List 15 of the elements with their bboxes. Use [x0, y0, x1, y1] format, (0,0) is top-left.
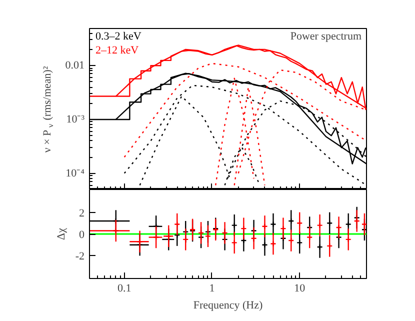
text: 0.3–2 keV: [96, 30, 142, 42]
y-tick-label: -2: [75, 250, 85, 263]
x-axis-title: Frequency (Hz): [193, 300, 263, 312]
y-axis-title: ν × Pν (rms/mean)²: [42, 66, 55, 153]
x-tick-label: 0.1: [117, 282, 132, 294]
y-tick-label: 0: [79, 229, 85, 241]
series-label: 2–12 keV: [96, 44, 139, 56]
y-tick-label: 10⁻⁴: [66, 167, 85, 180]
x-tick-label: 1: [209, 282, 215, 294]
y-tick-label: 2: [79, 207, 84, 220]
x-tick-label: 10: [294, 282, 306, 294]
y-tick-label: 10⁻³: [66, 113, 86, 126]
y-tick-label: 0.01: [65, 60, 84, 72]
y-axis-title: Δχ: [55, 228, 68, 240]
annotation: Power spectrum: [290, 30, 362, 42]
